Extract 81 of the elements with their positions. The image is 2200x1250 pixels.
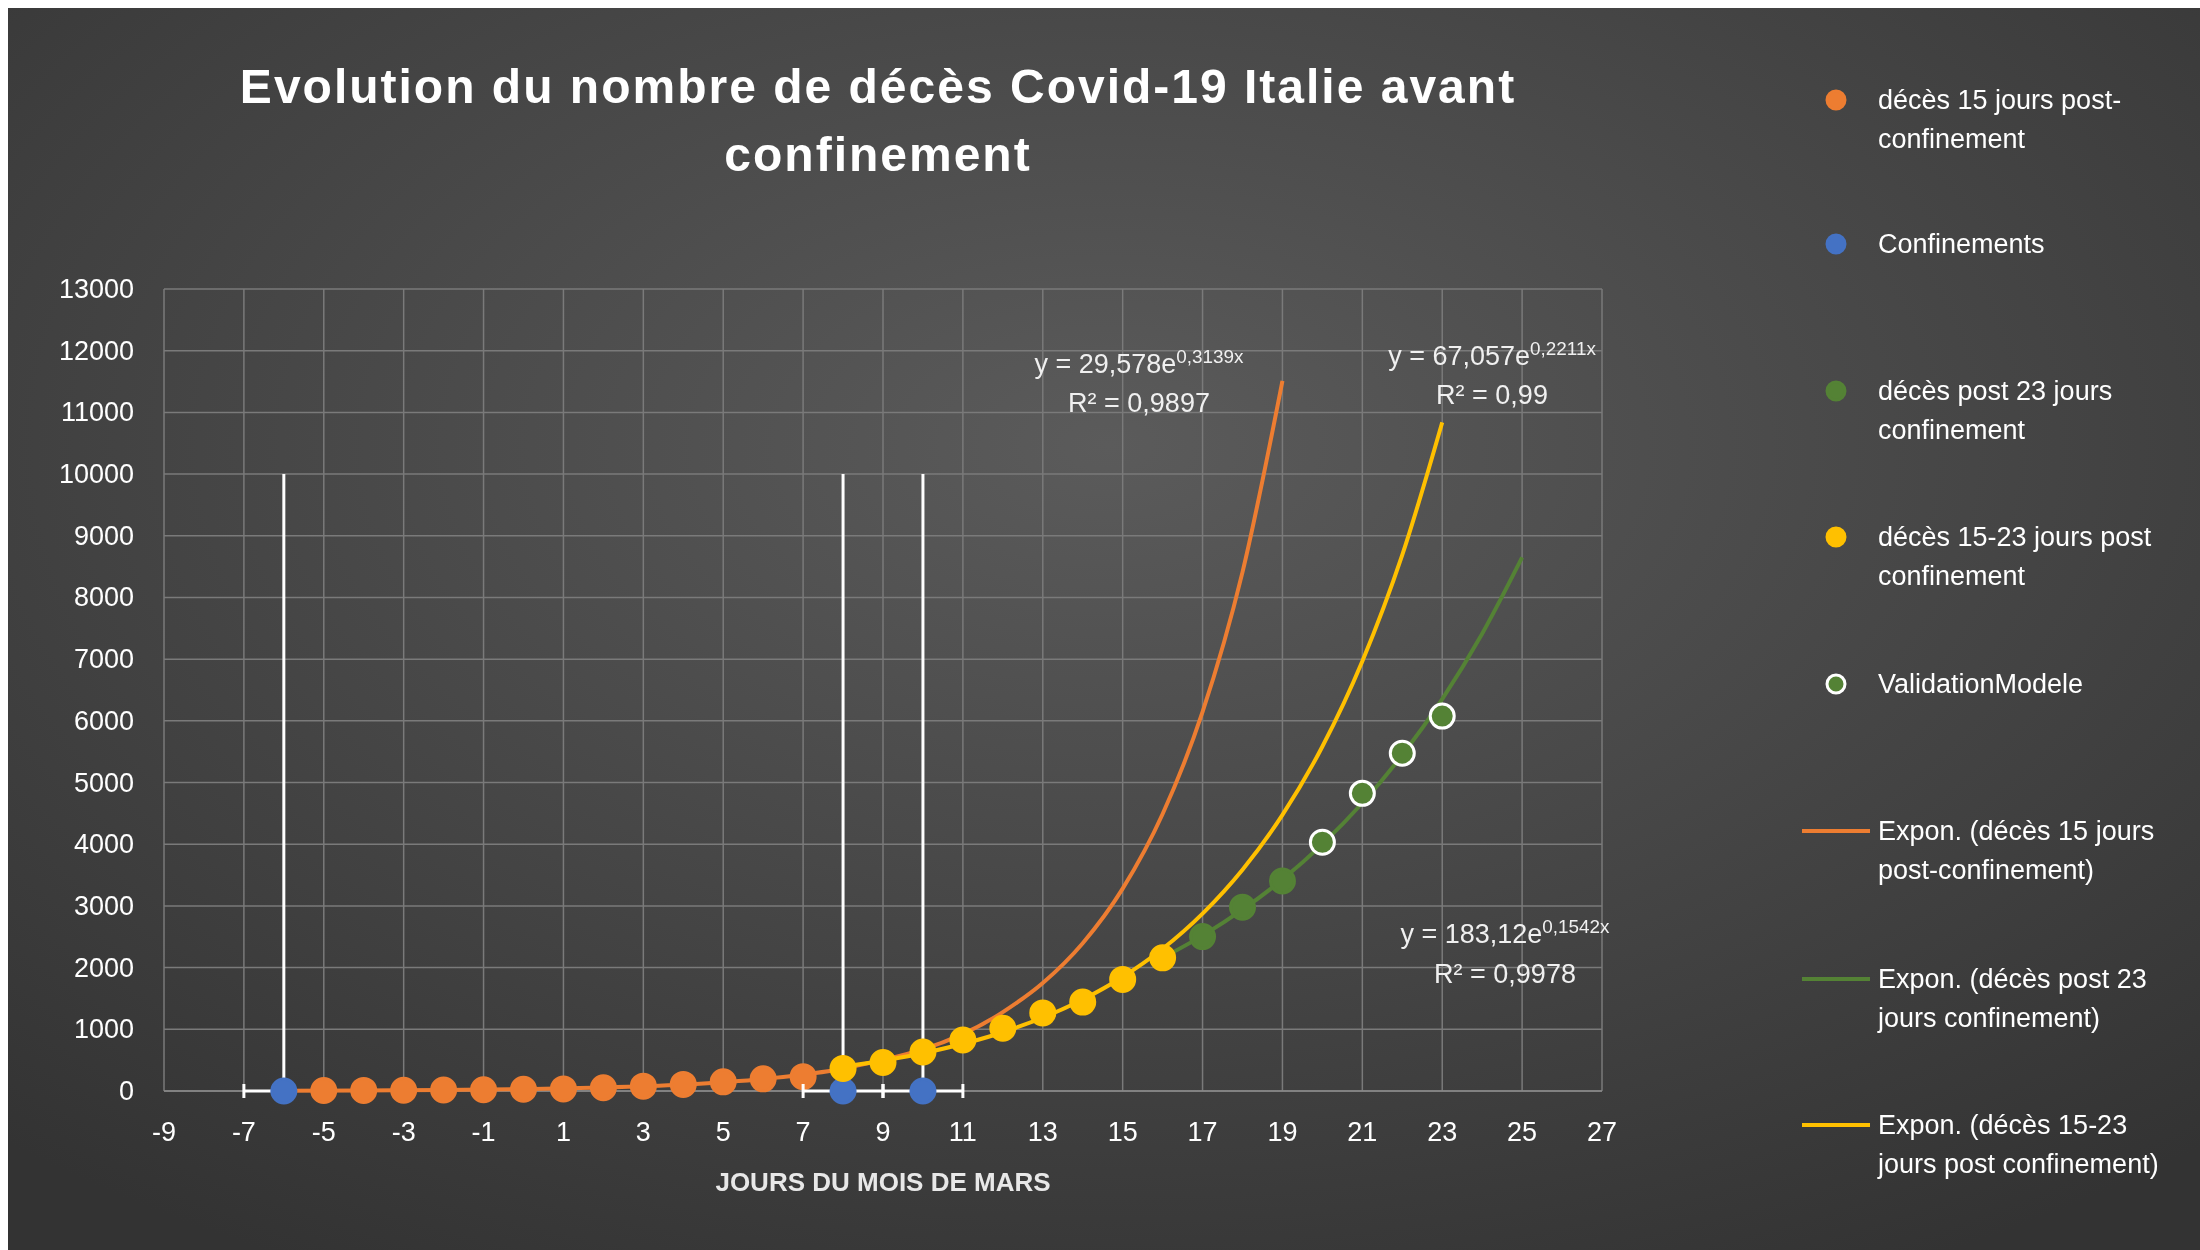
annotation: y = 67,057e$^{0,2211x}$ <box>1388 337 1597 371</box>
y-tick-label: 5000 <box>73 767 134 798</box>
point <box>390 1076 418 1104</box>
point <box>1229 893 1256 921</box>
point <box>1268 867 1296 895</box>
point <box>709 1068 737 1096</box>
point <box>1308 828 1336 856</box>
x-tick-label: 11 <box>948 1117 977 1147</box>
legend-label: Expon. (décès 15-23 jours post confinement) <box>1877 1110 2159 1179</box>
x-tick-label: 5 <box>715 1117 731 1147</box>
y-tick-label: 8000 <box>73 582 134 613</box>
y-tick-label: 11000 <box>60 397 134 428</box>
point <box>1149 944 1177 972</box>
point <box>549 1075 577 1103</box>
x-tick-label: 21 <box>1347 1117 1378 1147</box>
y-tick-label: 12000 <box>58 335 134 366</box>
y-tick-label: 3000 <box>73 890 134 921</box>
y-tick-label: 4000 <box>73 829 134 860</box>
x-tick-label: -3 <box>391 1117 416 1147</box>
point <box>869 1048 897 1076</box>
annotation: R² = 0,9978 <box>1434 959 1576 989</box>
legend-label: ValidationModele <box>1878 669 2084 699</box>
x-tick-label: 19 <box>1267 1117 1298 1147</box>
legend-label: décès 15-23 jours post confinement <box>1878 522 2152 591</box>
x-tick-label: 3 <box>635 1117 651 1147</box>
point <box>1388 739 1416 767</box>
point <box>629 1072 657 1100</box>
chart-title: Evolution du nombre de décès Covid-19 Italie avant confinement <box>239 60 1517 181</box>
point <box>1029 999 1057 1027</box>
x-axis-title: JOURS DU MOIS DE MARS <box>715 1167 1051 1197</box>
legend-label: Expon. (décès 15 jours post-confinement) <box>1878 816 2155 885</box>
point <box>909 1077 937 1105</box>
y-tick-label: 7000 <box>73 644 134 675</box>
x-tick-label: 17 <box>1187 1117 1218 1147</box>
x-tick-label: -9 <box>151 1117 177 1147</box>
legend-label: Confinements <box>1878 229 2045 259</box>
point <box>829 1077 857 1105</box>
point <box>909 1038 937 1066</box>
point <box>470 1076 498 1104</box>
point <box>310 1077 338 1105</box>
point <box>949 1026 977 1054</box>
x-tick-label: 1 <box>555 1117 571 1147</box>
point <box>1348 779 1376 807</box>
x-tick-label: -7 <box>231 1117 256 1147</box>
annotation: y = 29,578e$^{0,3139x}$ <box>1034 345 1245 379</box>
point <box>589 1074 617 1102</box>
point <box>829 1054 857 1082</box>
point <box>1189 923 1217 951</box>
y-tick-label: 10000 <box>58 459 134 490</box>
point <box>430 1076 458 1104</box>
point <box>669 1070 697 1098</box>
point <box>1109 965 1137 993</box>
point <box>749 1065 777 1093</box>
y-tick-label: 1000 <box>73 1014 134 1045</box>
legend-label: décès post 23 jours confinement <box>1878 376 2113 445</box>
y-tick-label: 13000 <box>58 274 134 304</box>
x-tick-label: 13 <box>1027 1117 1058 1147</box>
y-tick-label: 6000 <box>73 705 134 736</box>
annotation: y = 183,12e$^{0,1542x}$ <box>1400 915 1611 949</box>
legend-label: Expon. (décès post 23 jours confinement) <box>1877 964 2147 1033</box>
y-tick-label: 0 <box>118 1076 134 1106</box>
x-tick-label: 27 <box>1586 1117 1618 1147</box>
legend-label: décès 15 jours post-confinement <box>1878 85 2122 154</box>
point <box>350 1076 378 1104</box>
point <box>989 1014 1017 1042</box>
y-tick-label: 2000 <box>73 952 134 983</box>
x-tick-label: 7 <box>795 1117 811 1147</box>
annotation: R² = 0,99 <box>1436 380 1548 410</box>
y-tick-label: 9000 <box>73 520 134 551</box>
point <box>270 1077 298 1105</box>
point <box>1428 702 1456 730</box>
point <box>510 1075 537 1103</box>
x-tick-label: 23 <box>1427 1117 1458 1147</box>
x-tick-label: 9 <box>875 1117 891 1147</box>
annotation: R² = 0,9897 <box>1068 388 1210 418</box>
x-tick-label: 15 <box>1107 1117 1138 1147</box>
point <box>1069 988 1097 1016</box>
x-tick-label: -1 <box>471 1117 496 1147</box>
x-tick-label: -5 <box>311 1117 336 1147</box>
x-tick-label: 25 <box>1507 1117 1538 1147</box>
point <box>789 1063 817 1091</box>
